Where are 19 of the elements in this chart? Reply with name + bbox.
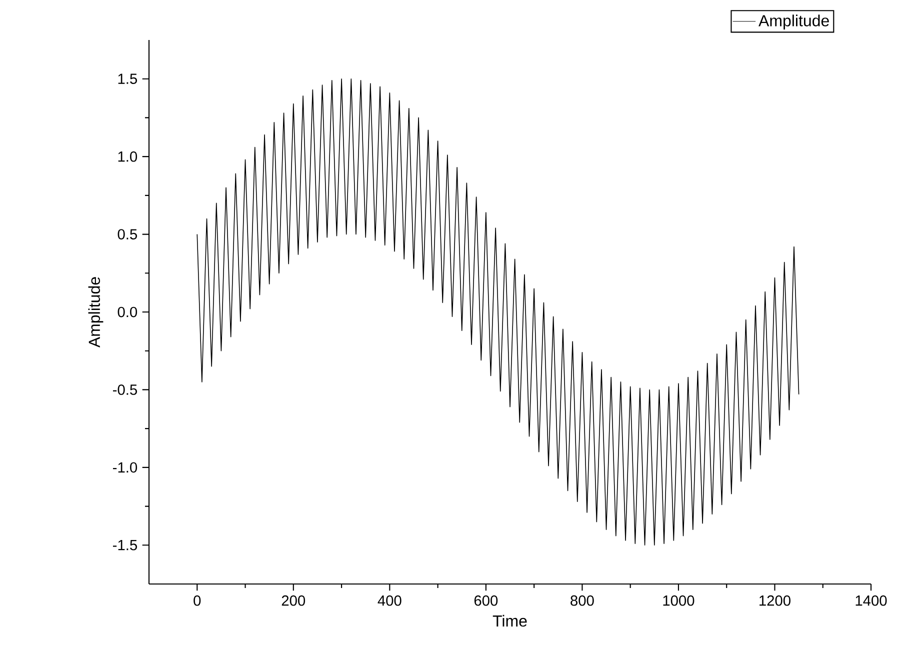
x-tick-label: 200 bbox=[282, 595, 306, 606]
line-series bbox=[196, 78, 800, 546]
x-axis-title: Time bbox=[492, 614, 527, 627]
x-tick-label: 1400 bbox=[856, 595, 887, 606]
x-tick-label: 800 bbox=[570, 595, 594, 606]
x-tick-label: 1000 bbox=[663, 595, 694, 606]
y-tick-label: -1.5 bbox=[113, 540, 137, 550]
y-tick-label: 1.5 bbox=[118, 74, 137, 84]
x-tick-label: 600 bbox=[474, 595, 498, 606]
y-tick-label: 0.5 bbox=[118, 229, 137, 240]
y-tick-label: 0.0 bbox=[118, 306, 138, 318]
x-tick-label: 0 bbox=[194, 595, 201, 606]
x-tick-label: 400 bbox=[378, 595, 402, 606]
y-tick-label: -1.0 bbox=[113, 462, 138, 473]
y-axis-title: Amplitude bbox=[88, 277, 104, 348]
y-tick-label: -0.5 bbox=[113, 384, 137, 395]
x-tick-label: 1200 bbox=[760, 595, 790, 606]
y-tick-label: 1.0 bbox=[118, 151, 138, 162]
legend-label: Amplitude bbox=[758, 14, 829, 30]
